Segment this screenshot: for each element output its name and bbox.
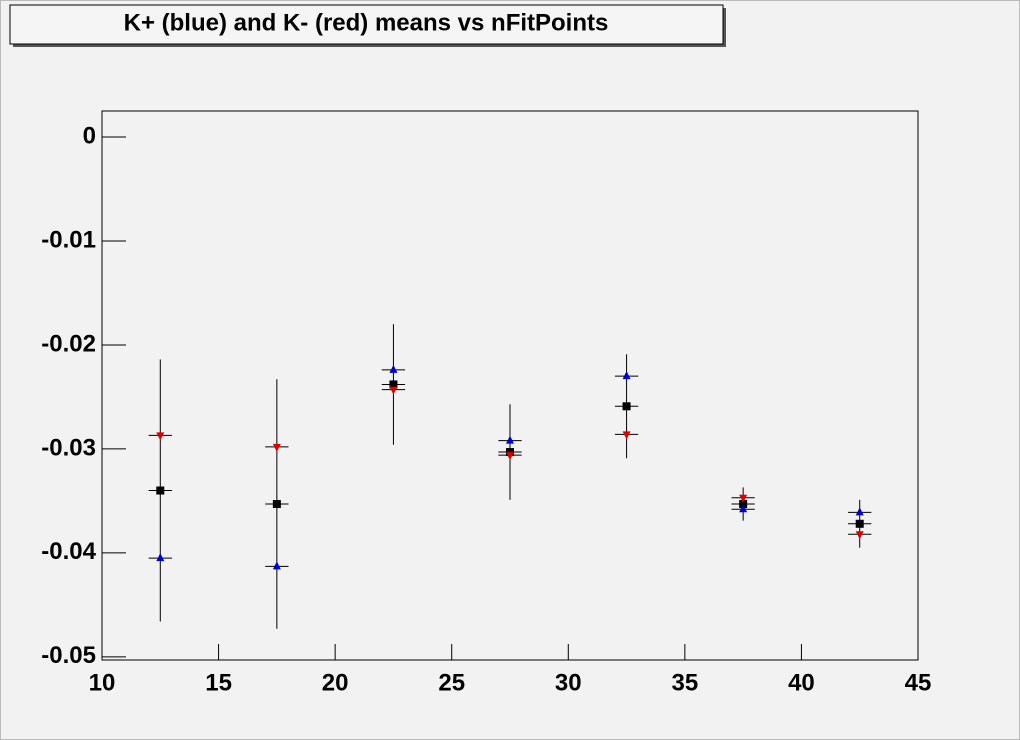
- y-tick-label: -0.03: [41, 434, 96, 461]
- chart-title: K+ (blue) and K- (red) means vs nFitPoin…: [124, 9, 609, 36]
- point: [622, 431, 631, 440]
- y-tick-label: 0: [83, 122, 96, 149]
- point: [739, 494, 748, 503]
- y-tick-label: -0.01: [41, 226, 96, 253]
- point: [855, 507, 864, 516]
- y-tick-label: -0.05: [41, 642, 96, 669]
- point: [855, 519, 864, 528]
- point: [272, 561, 281, 570]
- point: [272, 443, 281, 452]
- point: [506, 452, 514, 461]
- point: [156, 432, 165, 441]
- point: [506, 435, 514, 444]
- x-tick-label: 35: [672, 669, 699, 696]
- x-tick-label: 45: [905, 669, 932, 696]
- title-box: [9, 4, 724, 45]
- point: [739, 504, 748, 513]
- y-tick-label: -0.02: [41, 330, 96, 357]
- point: [389, 364, 398, 373]
- point: [855, 531, 864, 540]
- y-tick-label: -0.04: [41, 538, 96, 565]
- x-tick-label: 40: [788, 669, 815, 696]
- point: [622, 402, 631, 411]
- x-tick-label: 10: [89, 669, 116, 696]
- plot-frame: [101, 110, 919, 661]
- point: [156, 553, 165, 562]
- point: [389, 380, 398, 389]
- point: [389, 386, 398, 395]
- x-tick-label: 20: [322, 669, 349, 696]
- x-tick-label: 15: [205, 669, 232, 696]
- point: [272, 500, 281, 509]
- x-tick-label: 25: [438, 669, 465, 696]
- point: [506, 448, 514, 457]
- point: [156, 486, 165, 495]
- x-tick-label: 30: [555, 669, 582, 696]
- point: [622, 371, 631, 380]
- point: [739, 500, 748, 509]
